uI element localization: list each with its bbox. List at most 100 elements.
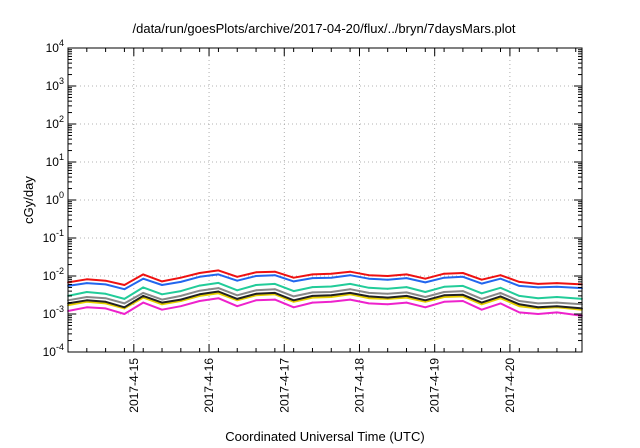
data-point [443, 276, 445, 279]
data-point [217, 292, 220, 295]
data-point [123, 313, 126, 315]
y-tick-base: 10 [43, 269, 57, 283]
data-point [85, 306, 88, 309]
data-point [85, 282, 88, 285]
series-line-6 [67, 290, 583, 310]
data-point [386, 278, 389, 281]
data-point [255, 271, 257, 274]
y-tick-exponent: -3 [56, 304, 64, 314]
data-point [85, 291, 88, 293]
x-tick-label: 2017-4-18 [352, 358, 366, 413]
data-point [292, 300, 295, 303]
data-point [556, 285, 558, 288]
series-line-7 [67, 297, 583, 317]
data-point [292, 276, 295, 279]
data-point [537, 282, 540, 285]
data-point [161, 301, 163, 304]
y-tick-base: 10 [46, 41, 60, 55]
data-point [311, 277, 314, 280]
data-point [104, 297, 107, 300]
data-point [217, 273, 220, 276]
data-point [311, 294, 314, 297]
data-point [273, 288, 276, 291]
data-point [537, 302, 540, 305]
data-point [292, 295, 295, 298]
y-tick-label: 102 [46, 114, 64, 131]
data-point [161, 293, 163, 296]
data-point [349, 298, 351, 301]
data-point [161, 303, 163, 306]
y-tick-label: 101 [46, 152, 64, 169]
data-point [161, 280, 163, 283]
series-line-5 [67, 292, 583, 311]
data-point [255, 289, 257, 292]
data-point [443, 296, 445, 298]
data-point [499, 295, 502, 298]
data-point [236, 297, 239, 300]
y-axis-label: cGy/day [21, 176, 36, 224]
data-point [142, 301, 145, 304]
data-point [556, 296, 558, 298]
data-point [311, 291, 314, 294]
data-point [367, 302, 370, 305]
data-point [273, 298, 276, 301]
data-point [85, 278, 88, 281]
series-line-1 [67, 269, 583, 286]
data-point [142, 273, 145, 276]
data-point [179, 305, 182, 308]
data-point [518, 280, 521, 283]
data-point [499, 297, 502, 300]
data-point [367, 291, 370, 294]
data-point [292, 299, 295, 302]
data-point [367, 277, 370, 280]
data-point [179, 276, 182, 279]
y-tick-base: 10 [46, 117, 60, 131]
data-point [462, 272, 464, 274]
data-point [198, 272, 201, 274]
data-point [462, 300, 464, 302]
data-point [386, 287, 389, 290]
data-point [161, 284, 163, 286]
data-point [424, 281, 427, 284]
data-point [499, 291, 502, 294]
data-point [480, 308, 483, 311]
data-point [198, 289, 201, 292]
data-point [236, 289, 239, 292]
data-point [518, 311, 521, 314]
data-point [556, 301, 558, 304]
data-point [405, 277, 408, 280]
data-point [367, 297, 370, 300]
series-line-3 [67, 281, 583, 300]
data-point [462, 290, 464, 293]
data-point [462, 275, 464, 278]
y-tick-exponent: -1 [56, 228, 64, 238]
data-point [349, 274, 351, 277]
data-point [142, 291, 145, 294]
series-line-4 [67, 287, 583, 306]
data-point [85, 296, 88, 298]
data-point [462, 293, 464, 296]
y-tick-base: 10 [46, 155, 60, 169]
y-tick-exponent: 3 [59, 76, 64, 86]
data-point [424, 291, 427, 293]
data-point [518, 303, 521, 306]
data-point [161, 308, 163, 311]
data-point [480, 292, 483, 295]
data-point [518, 305, 521, 308]
y-tick-exponent: 1 [59, 152, 64, 162]
data-point [104, 283, 107, 286]
data-point [311, 301, 314, 304]
data-point [198, 284, 201, 287]
data-point [179, 298, 182, 301]
data-point [480, 303, 483, 306]
data-point [556, 282, 558, 285]
data-point [537, 297, 540, 300]
data-point [349, 270, 351, 273]
data-point [255, 299, 257, 302]
data-point [499, 302, 502, 305]
data-point [198, 300, 201, 302]
data-point [236, 279, 239, 282]
data-point [104, 279, 107, 282]
